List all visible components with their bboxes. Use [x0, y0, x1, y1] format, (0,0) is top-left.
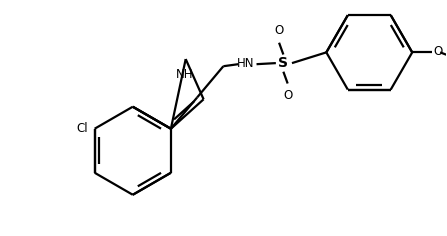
Text: O: O [434, 45, 443, 58]
Text: O: O [274, 24, 284, 37]
Text: Cl: Cl [76, 122, 88, 135]
Text: NH: NH [176, 68, 194, 81]
Text: S: S [278, 56, 288, 70]
Text: HN: HN [237, 57, 254, 70]
Text: O: O [283, 89, 292, 102]
